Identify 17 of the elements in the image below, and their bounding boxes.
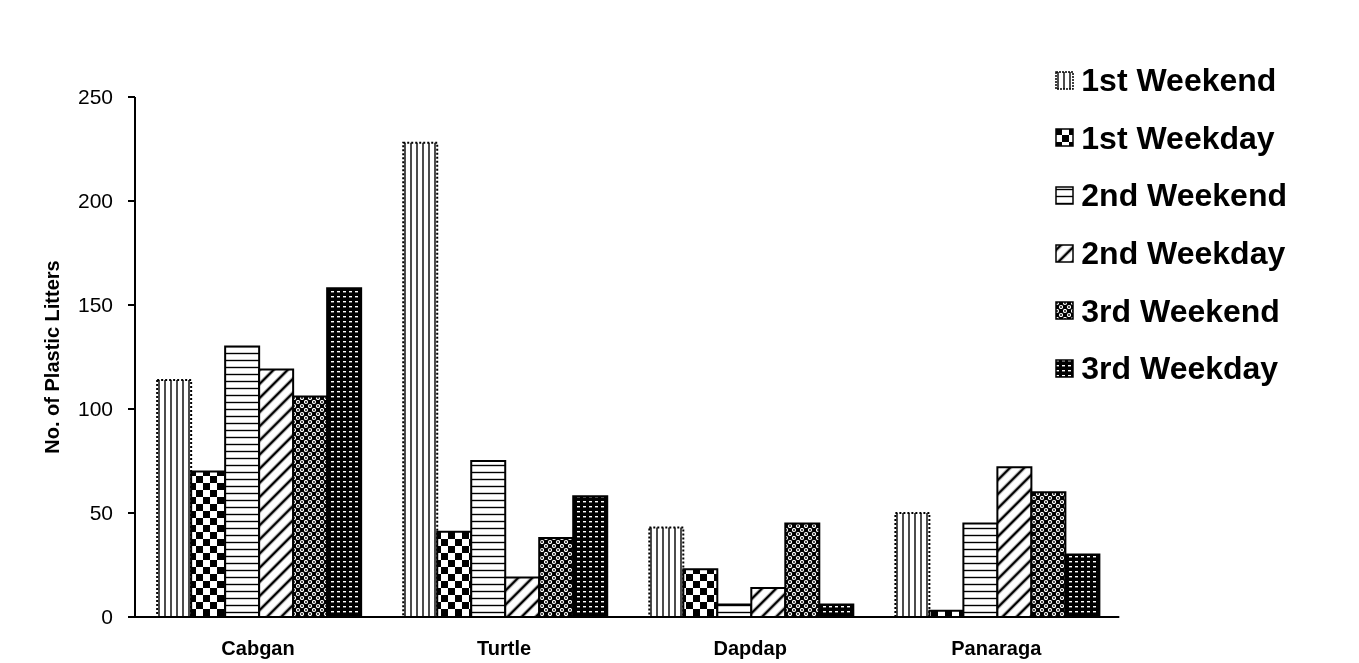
legend-label: 1st Weekday (1081, 119, 1275, 157)
x-tick-label: Turtle (477, 637, 532, 660)
y-tick-label: 200 (77, 189, 113, 213)
y-tick-label: 0 (101, 605, 113, 629)
y-tick-label: 250 (77, 85, 113, 109)
x-tick-label: Dapdap (713, 637, 787, 660)
x-tick-label: Panaraga (951, 637, 1043, 660)
legend-label: 3rd Weekend (1081, 292, 1280, 330)
y-tick-label: 100 (77, 397, 113, 421)
y-tick-label: 50 (89, 501, 113, 525)
x-tick-label: Cabgan (221, 637, 295, 660)
legend-label: 1st Weekend (1081, 62, 1277, 100)
legend-label: 2nd Weekday (1081, 235, 1286, 273)
y-axis-title: No. of Plastic Litters (41, 260, 63, 454)
legend-label: 3rd Weekday (1081, 350, 1279, 388)
y-tick-label: 150 (77, 293, 113, 317)
legend-label: 2nd Weekend (1081, 177, 1287, 215)
